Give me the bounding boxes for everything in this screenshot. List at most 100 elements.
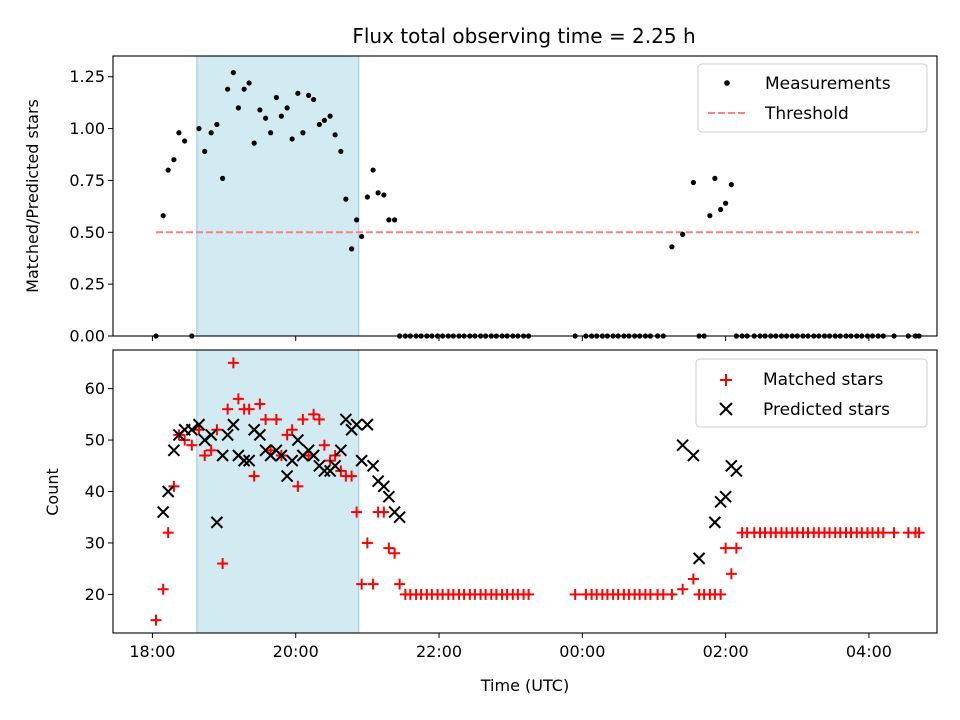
- measurement-point: [712, 175, 718, 181]
- matched-star-point: [248, 470, 260, 482]
- measurement-point: [268, 130, 274, 136]
- measurement-point: [306, 92, 312, 99]
- matched-star-point: [888, 527, 900, 539]
- y-tick-label: 60: [85, 379, 105, 398]
- matched-star-point: [313, 413, 325, 425]
- legend-matched-label: Matched stars: [763, 370, 883, 390]
- predicted-star-point: [692, 552, 706, 565]
- bottom-y-axis: 20 30 40 50 60: [85, 379, 113, 604]
- matched-star-point: [715, 588, 727, 600]
- measurement-point: [230, 69, 236, 76]
- predicted-star-stroke-b: [708, 516, 722, 529]
- predicted-star-stroke-b: [280, 469, 294, 483]
- predicted-star-point: [393, 511, 406, 524]
- measurement-point: [278, 113, 284, 119]
- bottom-x-axis: 18:00 20:00 22:00 00:00 02:00 04:00: [129, 633, 892, 661]
- measurement-point: [375, 190, 381, 196]
- matched-star-point: [725, 568, 737, 580]
- measurement-point: [354, 217, 360, 223]
- predicted-star-point: [366, 459, 380, 472]
- matched-star-point: [254, 398, 266, 410]
- predicted-star-point: [221, 428, 234, 442]
- measurement-point: [160, 213, 166, 219]
- matched-star-point: [394, 578, 406, 590]
- predicted-star-stroke-b: [275, 449, 288, 462]
- measurement-point: [171, 157, 177, 163]
- predicted-star-stroke-b: [334, 444, 348, 457]
- measurement-point: [202, 148, 208, 155]
- predicted-star-stroke-b: [393, 511, 406, 524]
- measurement-point: [338, 148, 344, 155]
- y-tick-label: 30: [85, 533, 105, 552]
- predicted-star-stroke-b: [161, 485, 175, 498]
- bottom-y-axis-label: Count: [43, 468, 62, 516]
- measurement-point: [381, 192, 387, 198]
- predicted-star-stroke-b: [339, 413, 353, 426]
- matched-star-point: [720, 542, 732, 554]
- measurement-point: [246, 80, 252, 86]
- bottom-legend: Matched stars Predicted stars: [695, 358, 928, 428]
- predicted-star-point: [687, 449, 700, 462]
- matched-star-point: [730, 542, 742, 554]
- predicted-star-point: [307, 449, 320, 462]
- matched-star-point: [308, 408, 320, 420]
- top-highlight-layer: [196, 55, 360, 337]
- predicted-star-stroke-b: [377, 480, 391, 493]
- measurement-point: [300, 130, 306, 136]
- predicted-star-point: [719, 490, 732, 503]
- measurement-point: [359, 233, 365, 240]
- measurement-point: [273, 94, 279, 101]
- y-tick-label: 0.00: [69, 327, 105, 346]
- measurement-point: [251, 140, 257, 146]
- predicted-star-stroke-b: [730, 464, 743, 478]
- matched-star-point: [186, 439, 198, 451]
- top-legend-box: [697, 63, 928, 133]
- matched-star-point: [243, 403, 255, 415]
- matched-star-point: [286, 424, 298, 436]
- measurement-point: [669, 244, 675, 250]
- predicted-star-stroke-b: [167, 444, 181, 457]
- matched-star-point: [260, 413, 272, 425]
- measurement-point: [235, 105, 241, 111]
- predicted-star-point: [167, 444, 181, 457]
- y-tick-label: 1.00: [69, 119, 105, 138]
- predicted-star-point: [185, 423, 199, 436]
- top-y-axis-label: Matched/Predicted stars: [23, 99, 42, 293]
- matched-star-point: [162, 527, 174, 539]
- measurement-point: [208, 130, 214, 136]
- predicted-star-stroke-b: [328, 459, 342, 472]
- measurement-point: [690, 179, 696, 186]
- matched-star-point: [281, 429, 293, 441]
- measurement-point: [311, 96, 317, 103]
- bottom-star-points: [150, 357, 925, 626]
- predicted-star-stroke-b: [719, 490, 732, 503]
- predicted-star-point: [227, 418, 240, 431]
- legend-matched-marker: [720, 374, 732, 386]
- predicted-star-point: [361, 418, 374, 431]
- measurement-point: [289, 136, 295, 142]
- predicted-star-stroke-b: [185, 423, 199, 436]
- predicted-star-stroke-b: [156, 505, 170, 519]
- x-tick-label: 00:00: [559, 642, 605, 661]
- predicted-star-stroke-b: [237, 454, 251, 467]
- predicted-star-point: [377, 480, 391, 493]
- x-axis-label: Time (UTC): [480, 676, 569, 695]
- measurement-point: [707, 213, 713, 219]
- predicted-star-stroke-b: [216, 449, 229, 462]
- measurement-point: [728, 181, 734, 188]
- predicted-star-stroke-b: [687, 449, 700, 462]
- y-tick-label: 0.25: [69, 275, 105, 294]
- predicted-star-point: [210, 516, 224, 529]
- legend-predicted-marker: [719, 402, 733, 416]
- x-tick-label: 18:00: [129, 642, 175, 661]
- bottom-highlight-layer: [196, 349, 360, 634]
- predicted-star-point: [355, 454, 368, 467]
- observing-window-span: [196, 349, 360, 634]
- matched-star-point: [199, 449, 211, 461]
- measurement-point: [343, 196, 349, 202]
- matched-star-point: [687, 573, 699, 585]
- top-x-ticks: [151, 336, 870, 341]
- top-legend: Measurements Threshold: [697, 63, 928, 133]
- measurement-point: [723, 200, 729, 206]
